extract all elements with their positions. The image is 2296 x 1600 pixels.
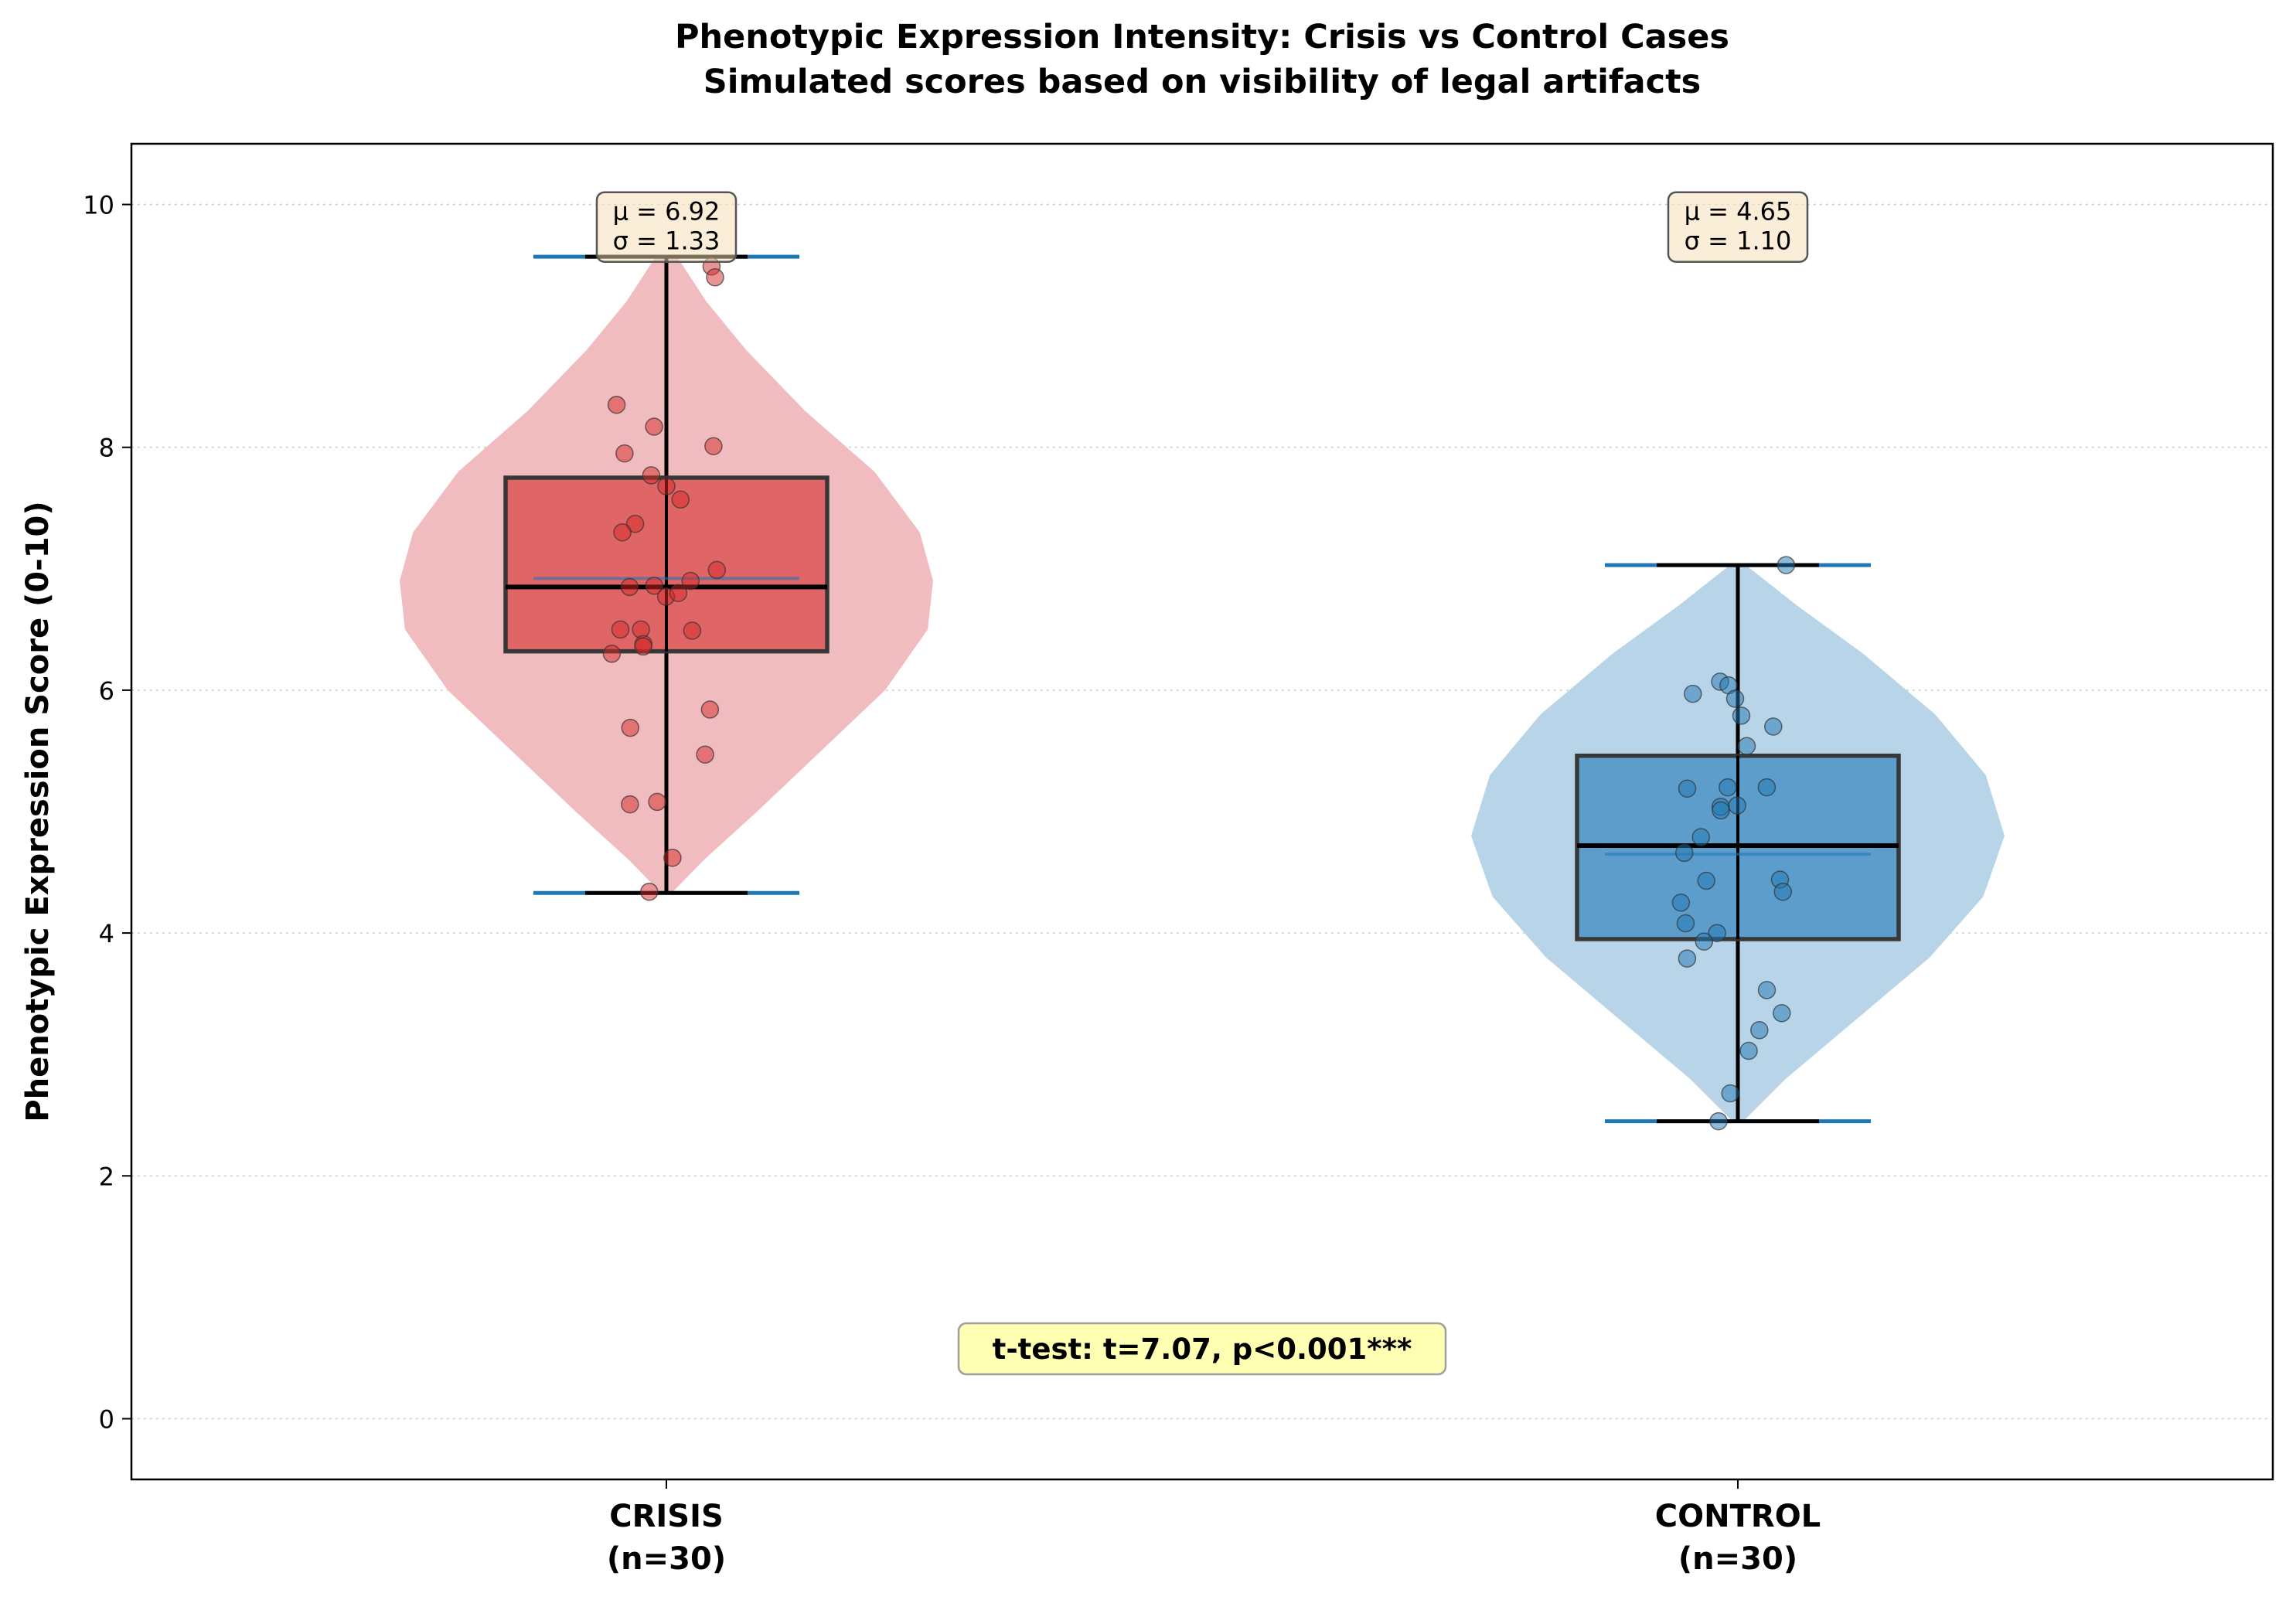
data-point (1757, 778, 1777, 797)
chart-title: Phenotypic Expression Intensity: Crisis … (675, 18, 1729, 56)
boxplots (503, 254, 1901, 1124)
stat-text: σ = 1.33 (613, 226, 720, 256)
data-point (1676, 914, 1695, 933)
grid-lines (131, 203, 2273, 1420)
data-point (1725, 689, 1745, 708)
x-tick-label-n: (n=30) (607, 1541, 726, 1577)
data-point (1684, 684, 1702, 703)
data-point (607, 395, 626, 414)
data-point (683, 621, 702, 640)
stat-text: σ = 1.10 (1685, 226, 1792, 256)
data-point (1764, 717, 1783, 736)
data-point (1691, 828, 1711, 846)
y-tick-label: 2 (99, 1162, 114, 1191)
data-point (602, 645, 622, 663)
stat-text: μ = 6.92 (613, 197, 720, 226)
data-point (625, 514, 645, 533)
ttest-annotation-text: t-test: t=7.07, p<0.001*** (993, 1333, 1412, 1366)
data-point (1739, 1041, 1758, 1060)
data-point (696, 745, 714, 764)
data-point (1732, 706, 1751, 725)
data-point (1678, 779, 1697, 798)
data-point (1728, 796, 1746, 815)
data-point (621, 718, 640, 737)
plot-area-frame (130, 142, 2274, 1481)
x-tick-label-group: CRISIS (609, 1499, 724, 1534)
data-point (611, 620, 630, 639)
y-tick-label: 4 (99, 919, 114, 948)
data-point (634, 637, 652, 656)
ttest-annotation-box (957, 1322, 1447, 1376)
y-axis-label: Phenotypic Expression Score (0-10) (20, 501, 56, 1122)
data-point (707, 560, 727, 580)
data-point (1737, 737, 1756, 755)
x-tick-label-group: CONTROL (1655, 1499, 1821, 1534)
data-point (663, 848, 682, 867)
data-point (621, 795, 639, 814)
data-point (706, 268, 724, 287)
stat-box-crisis (595, 191, 738, 263)
jitter-points (602, 257, 1796, 1131)
data-point (1678, 949, 1697, 968)
data-point (1773, 1004, 1791, 1023)
data-point (1697, 871, 1715, 890)
data-point (1721, 1084, 1739, 1103)
data-point (1757, 981, 1777, 999)
data-point (681, 571, 700, 591)
data-point (1709, 1111, 1728, 1131)
data-point (645, 417, 663, 436)
data-point (700, 700, 720, 719)
data-point (615, 444, 634, 463)
data-point (1719, 778, 1737, 797)
y-tick-label: 0 (99, 1404, 114, 1434)
data-point (1712, 801, 1730, 820)
data-point (671, 490, 690, 509)
data-point (1708, 924, 1726, 942)
data-point (648, 792, 666, 812)
data-point (620, 577, 639, 597)
data-point (657, 477, 676, 495)
data-point (1777, 556, 1796, 574)
chart-subtitle: Simulated scores based on visibility of … (703, 63, 1702, 101)
axes: 0 2 4 6 8 10 CRISIS (n=30) CONTROL (n=30) (83, 191, 1821, 1577)
data-point (1671, 894, 1691, 912)
data-point (1674, 843, 1694, 863)
data-point (1750, 1021, 1769, 1040)
data-point (704, 437, 723, 455)
data-point (1773, 882, 1793, 901)
stat-box-control (1667, 191, 1809, 263)
y-tick-label: 10 (83, 191, 114, 220)
data-point (669, 584, 688, 602)
data-point (640, 882, 659, 901)
data-point (1695, 932, 1714, 951)
stat-boxes: μ = 6.92σ = 1.33 μ = 4.65σ = 1.10 (595, 191, 1809, 263)
y-tick-label: 8 (99, 434, 114, 463)
data-point (642, 466, 661, 485)
ttest-annotation: t-test: t=7.07, p<0.001*** (957, 1322, 1447, 1376)
data-point (645, 577, 664, 595)
data-point (613, 523, 632, 542)
stat-text: μ = 4.65 (1685, 197, 1792, 226)
y-tick-label: 6 (99, 676, 114, 706)
x-tick-label-n: (n=30) (1678, 1541, 1797, 1577)
